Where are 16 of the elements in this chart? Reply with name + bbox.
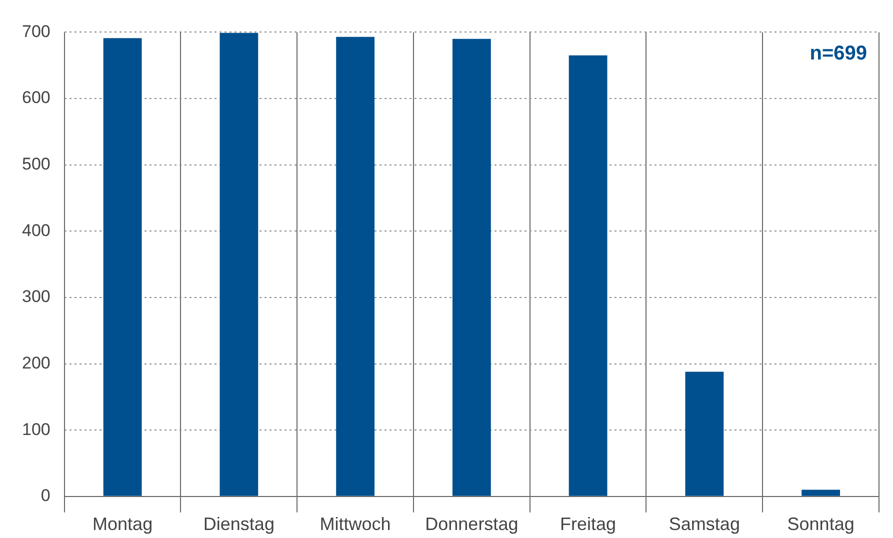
y-tick-label: 200 [22, 353, 50, 372]
x-tick-label: Mittwoch [320, 514, 391, 534]
x-tick-label: Samstag [668, 514, 740, 534]
y-tick-label: 300 [22, 287, 50, 306]
y-tick-label: 0 [40, 486, 50, 506]
x-tick-label: Freitag [560, 514, 616, 534]
x-tick-label: Donnerstag [425, 514, 518, 534]
y-tick-label: 500 [22, 154, 50, 174]
x-tick-label: Dienstag [203, 514, 274, 534]
y-tick-label: 600 [22, 88, 50, 108]
x-tick-label: Montag [92, 514, 153, 534]
annotation: n=699 [810, 42, 867, 65]
y-tick-label: 100 [22, 420, 50, 439]
x-tick-label: Sonntag [787, 514, 854, 534]
y-tick-label: 400 [22, 220, 50, 240]
y-tick-label: 700 [22, 22, 50, 41]
